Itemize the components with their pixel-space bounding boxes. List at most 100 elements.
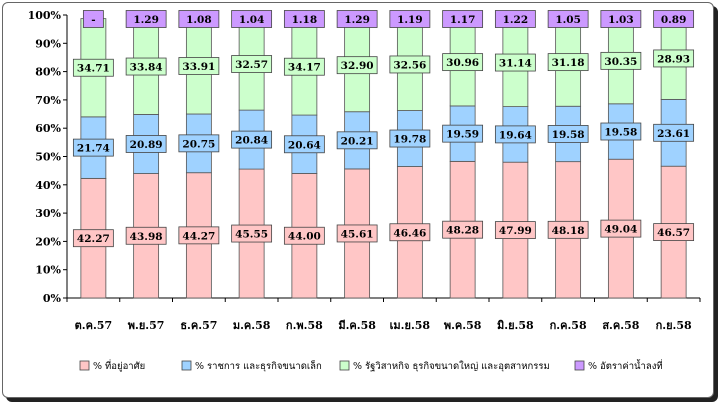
data-label: 47.99 [499, 225, 532, 237]
data-label: 42.27 [77, 233, 110, 245]
data-label: 44.00 [288, 231, 321, 243]
data-label-box [231, 10, 273, 28]
legend-label-series-1: % ที่อยู่อาศัย [93, 359, 145, 372]
data-label: 30.96 [446, 57, 479, 69]
y-tick-label: 100% [28, 9, 62, 22]
data-label-box [494, 53, 536, 72]
x-category-label: ต.ค.57 [75, 319, 112, 332]
data-label: 1.03 [608, 14, 634, 26]
data-label-box [178, 134, 220, 153]
data-label-box [442, 220, 484, 239]
data-label-box [231, 55, 273, 73]
data-label-box [125, 57, 167, 76]
data-label: 1.29 [133, 14, 159, 26]
data-label: 1.08 [186, 14, 212, 26]
data-label: 19.64 [499, 129, 532, 141]
data-label: 48.18 [552, 225, 585, 237]
data-label-box [336, 10, 378, 28]
data-label-box [283, 226, 325, 245]
y-tick-label: 60% [35, 122, 61, 135]
data-label: 1.29 [344, 14, 370, 26]
data-label: 1.19 [397, 14, 423, 26]
data-label-box [389, 10, 431, 28]
data-label-box [178, 226, 220, 245]
data-label: 19.59 [446, 129, 479, 141]
data-label-box [231, 130, 273, 149]
data-label-box [125, 10, 167, 28]
data-label: 1.18 [292, 14, 318, 26]
data-label-box [72, 138, 114, 157]
x-category-label: ธ.ค.57 [180, 319, 217, 332]
data-label-box [600, 122, 642, 141]
data-label-box [653, 223, 695, 242]
data-label: 20.84 [235, 135, 268, 147]
data-label: 32.56 [393, 59, 426, 71]
data-label: 1.22 [503, 14, 529, 26]
data-label: 20.75 [182, 138, 215, 150]
x-category-label: ก.ค.58 [550, 319, 587, 332]
data-label-box [283, 135, 325, 154]
data-label-box [494, 125, 536, 144]
data-label: 20.21 [341, 135, 374, 147]
x-category-label: ม.ค.58 [233, 319, 271, 332]
data-label-box [494, 10, 536, 28]
x-category-label: ก.พ.58 [286, 319, 323, 332]
data-label: 19.78 [393, 134, 426, 146]
y-tick-label: 90% [35, 37, 61, 50]
legend-swatch-series-1 [79, 360, 90, 371]
data-label: 45.55 [235, 229, 268, 241]
data-label: 32.90 [341, 60, 374, 72]
legend-label-series-4: % อัตราค่าน้ำลงที่ [588, 359, 663, 372]
x-category-label: ก.ย.58 [656, 319, 692, 332]
data-label: 21.74 [77, 143, 110, 155]
data-label-box [283, 10, 325, 28]
data-label: 45.61 [341, 228, 374, 240]
x-category-label: เม.ย.58 [390, 319, 431, 332]
legend-swatch-series-2 [181, 360, 192, 371]
legend-swatch-series-3 [339, 360, 350, 371]
data-label-box [547, 10, 589, 28]
data-label-box [231, 224, 273, 243]
data-label-box [72, 58, 114, 77]
data-label-box [178, 57, 220, 75]
data-label: 19.58 [604, 127, 637, 139]
legend-label-series-2: % ราชการ และธุรกิจขนาดเล็ก [195, 359, 322, 372]
data-label: 43.98 [130, 231, 163, 243]
data-label-box [653, 10, 695, 28]
data-label-box [442, 53, 484, 72]
x-category-label: พ.ค.58 [444, 319, 482, 332]
data-label: 32.57 [235, 59, 268, 71]
data-label-box [494, 221, 536, 239]
data-label-box [547, 53, 589, 72]
data-label: - [91, 14, 95, 26]
data-label: 31.14 [499, 58, 532, 70]
data-label-box [72, 229, 114, 248]
data-label-box [178, 10, 220, 28]
data-label: 30.35 [604, 56, 637, 68]
y-tick-label: 30% [35, 207, 61, 220]
data-label: 44.27 [182, 230, 215, 242]
data-label-box [283, 57, 325, 76]
y-tick-label: 20% [35, 235, 61, 248]
data-label-box [547, 125, 589, 143]
data-label: 1.17 [450, 14, 476, 26]
x-category-label: ส.ค.58 [602, 319, 639, 332]
data-label: 33.84 [130, 62, 163, 74]
data-label: 46.57 [657, 227, 690, 239]
data-label: 20.64 [288, 139, 321, 151]
y-tick-label: 70% [35, 94, 61, 107]
x-category-label: มิ.ย.58 [497, 319, 534, 332]
data-label-box [389, 223, 431, 242]
data-label-box [653, 123, 695, 142]
data-label: 34.71 [77, 63, 110, 75]
data-label-box [600, 219, 642, 238]
data-label: 33.91 [182, 61, 215, 73]
data-label: 49.04 [604, 224, 637, 236]
x-category-label: พ.ย.57 [128, 319, 165, 332]
data-label: 19.58 [552, 129, 585, 141]
data-label: 31.18 [552, 57, 585, 69]
data-label: 34.17 [288, 62, 321, 74]
data-label: 1.05 [555, 14, 581, 26]
data-label: 23.61 [657, 128, 690, 140]
